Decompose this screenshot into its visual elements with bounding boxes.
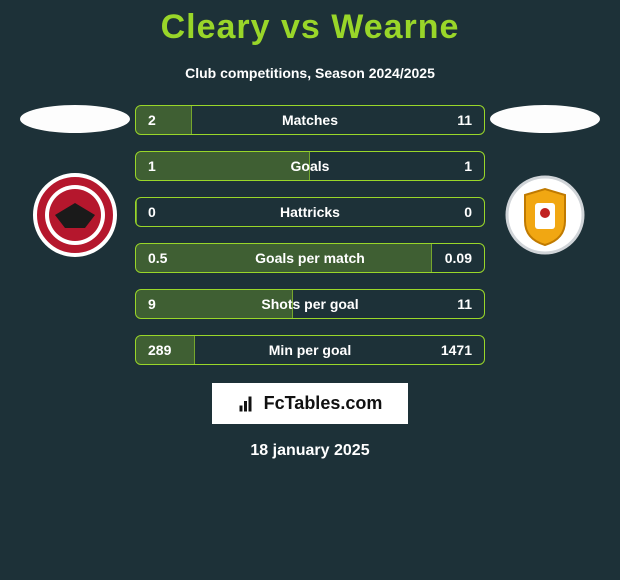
comparison-panel: 2Matches111Goals10Hattricks00.5Goals per… xyxy=(0,105,620,365)
stat-value-left: 0.5 xyxy=(148,250,167,266)
stat-label: Min per goal xyxy=(269,342,351,358)
bar-chart-icon xyxy=(238,395,256,413)
stat-fill xyxy=(136,198,137,226)
stat-label: Hattricks xyxy=(280,204,340,220)
stat-value-right: 1471 xyxy=(441,342,472,358)
stat-value-left: 9 xyxy=(148,296,156,312)
stat-row: 1 Goals 1 xyxy=(135,151,485,181)
stats-list: 2Matches111Goals10Hattricks00.5Goals per… xyxy=(135,105,485,365)
stat-value-right: 1 xyxy=(464,158,472,174)
stat-value-right: 11 xyxy=(457,112,472,128)
stat-row: 289 Min per goal 1471 xyxy=(135,335,485,365)
right-team-badge-icon xyxy=(495,173,595,258)
brand-badge: FcTables.com xyxy=(212,383,409,424)
stat-label: Goals xyxy=(291,158,330,174)
stat-label: Matches xyxy=(282,112,338,128)
stat-value-left: 1 xyxy=(148,158,156,174)
stat-value-left: 289 xyxy=(148,342,171,358)
right-player-silhouette xyxy=(490,105,600,133)
stat-value-right: 11 xyxy=(457,296,472,312)
subtitle: Club competitions, Season 2024/2025 xyxy=(0,65,620,81)
right-side xyxy=(485,105,605,258)
brand-text: FcTables.com xyxy=(264,393,383,414)
stat-fill xyxy=(136,106,192,134)
stat-fill xyxy=(136,152,310,180)
stat-label: Shots per goal xyxy=(261,296,358,312)
left-team-badge-icon xyxy=(25,173,125,258)
page-title: Cleary vs Wearne xyxy=(0,0,620,47)
left-side xyxy=(15,105,135,258)
left-player-silhouette xyxy=(20,105,130,133)
stat-row: 0.5 Goals per match 0.09 xyxy=(135,243,485,273)
stat-value-right: 0 xyxy=(464,204,472,220)
stat-value-left: 2 xyxy=(148,112,156,128)
stat-row: 0 Hattricks 0 xyxy=(135,197,485,227)
footer: FcTables.com 18 january 2025 xyxy=(0,383,620,460)
stat-row: 9 Shots per goal 11 xyxy=(135,289,485,319)
stat-value-right: 0.09 xyxy=(445,250,472,266)
stat-label: Goals per match xyxy=(255,250,365,266)
stat-value-left: 0 xyxy=(148,204,156,220)
footer-date: 18 january 2025 xyxy=(0,442,620,460)
stat-row: 2 Matches 11 xyxy=(135,105,485,135)
